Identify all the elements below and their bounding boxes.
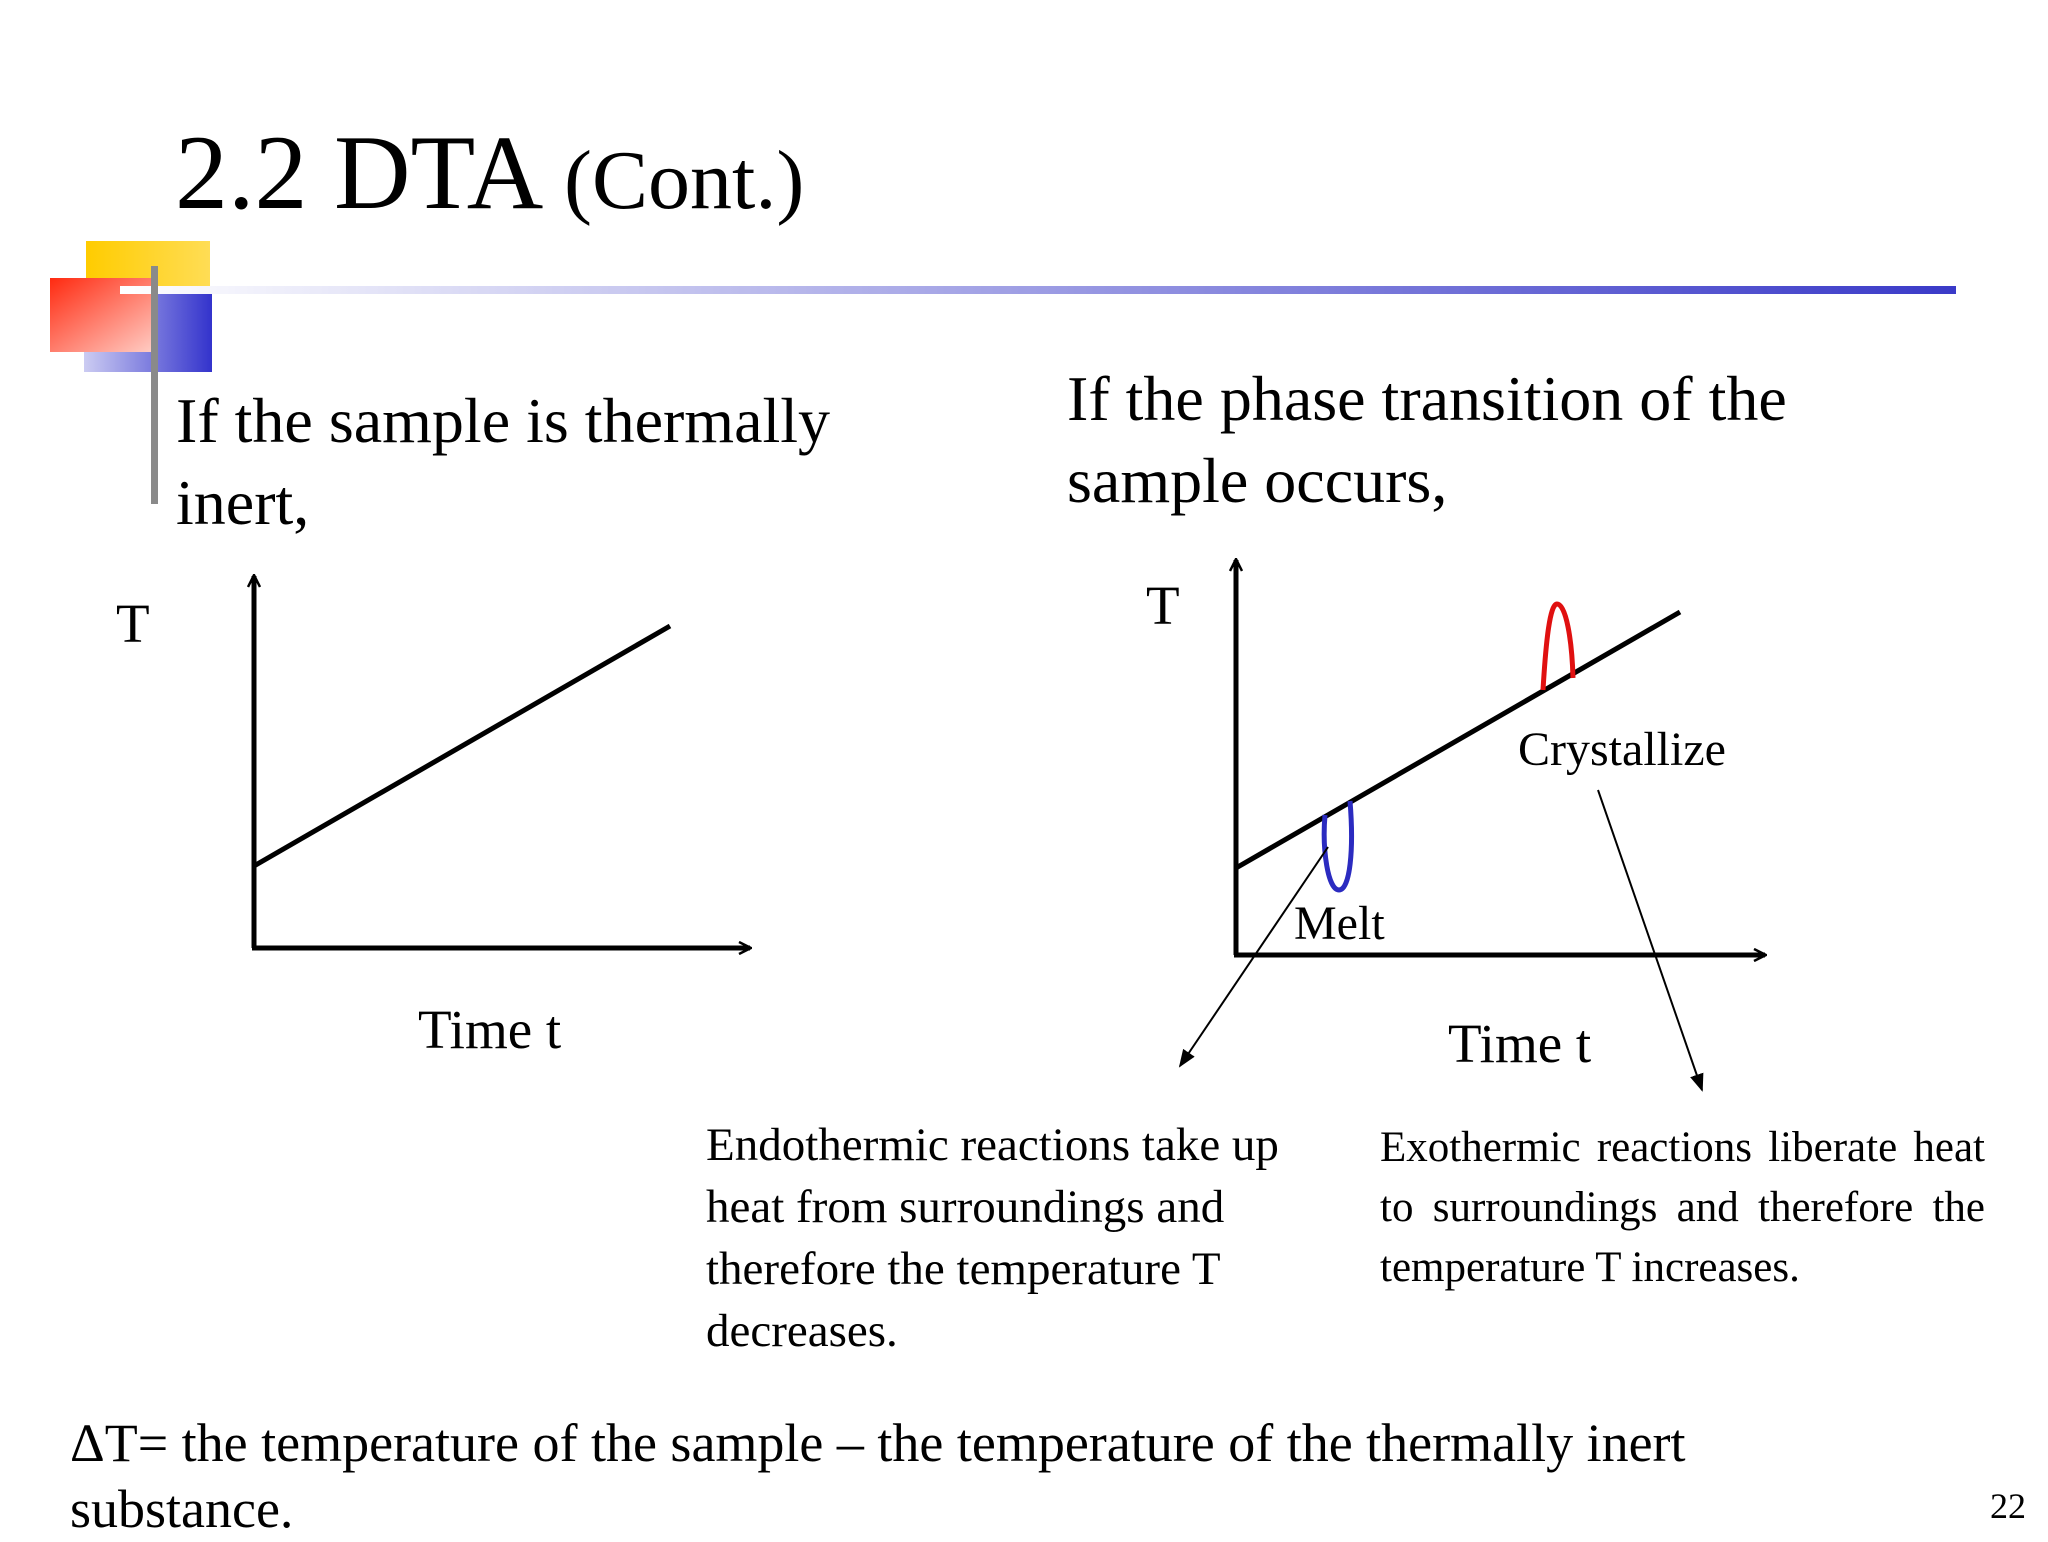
slide-title: 2.2 DTA (Cont.) — [175, 120, 804, 226]
right-panel-heading: If the phase transition of the sample oc… — [1067, 363, 1787, 516]
melt-pointer-arrow — [1178, 846, 1329, 1068]
right-temperature-line — [1234, 609, 1682, 871]
left-panel-heading: If the sample is thermally inert, — [176, 385, 831, 538]
left-x-axis-label: Time t — [418, 999, 562, 1060]
exothermic-note: Exothermic reactions liberate heat to su… — [1380, 1118, 1985, 1298]
page-number: 22 — [1990, 1486, 2026, 1526]
melt-dip — [1321, 800, 1355, 893]
right-x-axis-label: Time t — [1448, 1013, 1592, 1074]
left-diagram — [252, 576, 750, 948]
melt-label: Melt — [1294, 897, 1385, 950]
slide-title-main: 2.2 DTA — [175, 114, 538, 231]
endothermic-note: Endothermic reactions take up heat from … — [706, 1114, 1346, 1362]
left-y-axis-label: T — [116, 593, 150, 654]
delta-t-definition: ΔT= the temperature of the sample – the … — [70, 1413, 1686, 1539]
crystallize-label: Crystallize — [1518, 723, 1726, 776]
left-temperature-line — [252, 623, 672, 869]
crystallize-pointer-arrow — [1597, 789, 1704, 1092]
endothermic-note-text: Endothermic reactions take up heat from … — [706, 1119, 1279, 1357]
slide-title-sub: (Cont.) — [564, 134, 805, 227]
deco-vertical-bar — [151, 266, 158, 504]
title-rule — [120, 286, 1956, 294]
crystallize-peak — [1540, 601, 1576, 691]
right-y-axis-label: T — [1146, 575, 1180, 636]
exothermic-note-text: Exothermic reactions liberate heat to su… — [1380, 1124, 1985, 1291]
right-diagram — [1178, 560, 1765, 1092]
title-decoration — [50, 241, 1956, 504]
